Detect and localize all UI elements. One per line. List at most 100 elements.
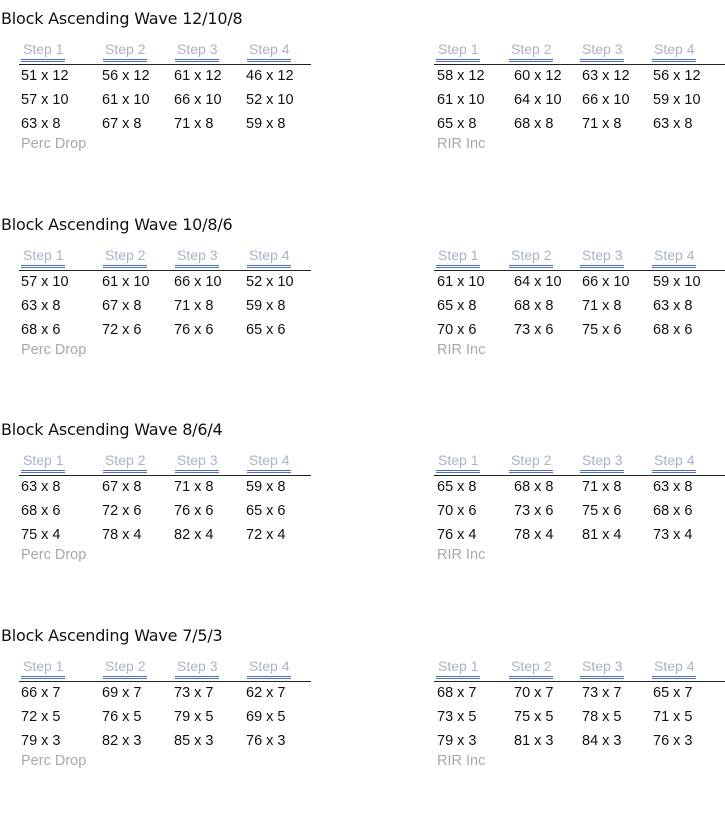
table-row: 76 x 4 78 x 4 81 x 4 73 x 4 (437, 524, 725, 548)
set-cell: 75 x 4 (21, 527, 61, 543)
table-row: 65 x 8 68 x 8 71 x 8 63 x 8 (437, 295, 725, 319)
table-row: 68 x 7 70 x 7 73 x 7 65 x 7 (437, 682, 725, 706)
rir-inc-label: RIR Inc (437, 547, 486, 563)
set-cell: 63 x 12 (582, 68, 630, 84)
step-header-link[interactable]: Step 4 (652, 40, 697, 62)
rir-inc-table: Step 1 Step 2 Step 3 Step 4 58 x 12 60 x 12 63… (434, 40, 725, 153)
step-header-link[interactable]: Step 2 (103, 657, 148, 679)
step-header-link[interactable]: Step 3 (580, 246, 625, 268)
perc-drop-table: Step 1 Step 2 Step 3 Step 4 63 x 8 67 x 8 71 x… (19, 451, 311, 564)
step-header-link[interactable]: Step 3 (580, 451, 625, 473)
wave-block: Block Ascending Wave 10/8/6 Step 1 Step 2… (0, 206, 725, 406)
set-cell: 71 x 8 (174, 116, 214, 132)
set-cell: 46 x 12 (246, 68, 294, 84)
perc-drop-label: Perc Drop (21, 342, 87, 358)
step-header-link[interactable]: Step 1 (436, 451, 481, 473)
set-cell: 70 x 6 (437, 322, 477, 338)
perc-drop-table: Step 1 Step 2 Step 3 Step 4 57 x 10 61 x 10 66… (19, 246, 311, 359)
set-cell: 71 x 8 (174, 479, 214, 495)
table-row: 79 x 3 82 x 3 85 x 3 76 x 3 (21, 730, 311, 754)
step-header-link[interactable]: Step 1 (21, 657, 66, 679)
step-header-link[interactable]: Step 4 (652, 451, 697, 473)
set-cell: 63 x 8 (21, 298, 61, 314)
perc-drop-table: Step 1 Step 2 Step 3 Step 4 51 x 12 56 x 12 61… (19, 40, 311, 153)
set-cell: 70 x 7 (514, 685, 554, 701)
set-cell: 62 x 7 (246, 685, 286, 701)
perc-drop-label: Perc Drop (21, 753, 87, 769)
set-cell: 82 x 3 (102, 733, 142, 749)
set-cell: 60 x 12 (514, 68, 562, 84)
step-header-link[interactable]: Step 4 (652, 657, 697, 679)
set-cell: 81 x 4 (582, 527, 622, 543)
set-cell: 59 x 8 (246, 479, 286, 495)
set-cell: 61 x 12 (174, 68, 222, 84)
set-cell: 65 x 6 (246, 322, 286, 338)
step-header-link[interactable]: Step 2 (509, 246, 554, 268)
step-header-link[interactable]: Step 3 (580, 40, 625, 62)
set-cell: 52 x 10 (246, 92, 294, 108)
set-cell: 66 x 10 (582, 274, 630, 290)
table-row: 65 x 8 68 x 8 71 x 8 63 x 8 (437, 476, 725, 500)
set-cell: 72 x 5 (21, 709, 61, 725)
set-cell: 73 x 5 (437, 709, 477, 725)
step-header-link[interactable]: Step 2 (103, 451, 148, 473)
step-header-link[interactable]: Step 3 (175, 246, 220, 268)
step-header-link[interactable]: Step 1 (436, 657, 481, 679)
step-header-link[interactable]: Step 1 (21, 246, 66, 268)
set-cell: 61 x 10 (102, 274, 150, 290)
step-header-link[interactable]: Step 1 (436, 40, 481, 62)
set-cell: 78 x 4 (102, 527, 142, 543)
set-cell: 61 x 10 (102, 92, 150, 108)
step-header-link[interactable]: Step 1 (21, 40, 66, 62)
step-header-link[interactable]: Step 4 (247, 40, 292, 62)
set-cell: 68 x 8 (514, 116, 554, 132)
set-cell: 68 x 7 (437, 685, 477, 701)
set-cell: 75 x 5 (514, 709, 554, 725)
set-cell: 67 x 8 (102, 298, 142, 314)
step-header-link[interactable]: Step 4 (247, 657, 292, 679)
set-cell: 52 x 10 (246, 274, 294, 290)
step-header-link[interactable]: Step 2 (103, 40, 148, 62)
set-cell: 57 x 10 (21, 92, 69, 108)
table-row: 63 x 8 67 x 8 71 x 8 59 x 8 (21, 476, 311, 500)
step-header-link[interactable]: Step 4 (652, 246, 697, 268)
set-cell: 71 x 5 (653, 709, 693, 725)
table-row: 57 x 10 61 x 10 66 x 10 52 x 10 (21, 271, 311, 295)
set-cell: 65 x 6 (246, 503, 286, 519)
step-header-link[interactable]: Step 2 (103, 246, 148, 268)
step-header-link[interactable]: Step 2 (509, 451, 554, 473)
block-title: Block Ascending Wave 12/10/8 (1, 9, 243, 28)
set-cell: 82 x 4 (174, 527, 214, 543)
set-cell: 70 x 6 (437, 503, 477, 519)
set-cell: 59 x 10 (653, 92, 701, 108)
set-cell: 72 x 6 (102, 503, 142, 519)
step-header-link[interactable]: Step 3 (175, 40, 220, 62)
table-row: 73 x 5 75 x 5 78 x 5 71 x 5 (437, 706, 725, 730)
step-header-link[interactable]: Step 3 (580, 657, 625, 679)
step-header-link[interactable]: Step 2 (509, 40, 554, 62)
set-cell: 64 x 10 (514, 92, 562, 108)
table-row: 57 x 10 61 x 10 66 x 10 52 x 10 (21, 89, 311, 113)
step-header-link[interactable]: Step 4 (247, 451, 292, 473)
set-cell: 56 x 12 (102, 68, 150, 84)
set-cell: 71 x 8 (582, 298, 622, 314)
set-cell: 67 x 8 (102, 479, 142, 495)
step-header-link[interactable]: Step 3 (175, 657, 220, 679)
block-title: Block Ascending Wave 7/5/3 (1, 626, 223, 645)
set-cell: 61 x 10 (437, 92, 485, 108)
table-row: 75 x 4 78 x 4 82 x 4 72 x 4 (21, 524, 311, 548)
step-header-link[interactable]: Step 1 (21, 451, 66, 473)
table-row: 61 x 10 64 x 10 66 x 10 59 x 10 (437, 89, 725, 113)
set-cell: 68 x 8 (514, 479, 554, 495)
set-cell: 57 x 10 (21, 274, 69, 290)
table-row: 66 x 7 69 x 7 73 x 7 62 x 7 (21, 682, 311, 706)
step-header-link[interactable]: Step 1 (436, 246, 481, 268)
step-header-link[interactable]: Step 3 (175, 451, 220, 473)
wave-block: Block Ascending Wave 12/10/8 Step 1 Step … (0, 0, 725, 200)
table-row: 61 x 10 64 x 10 66 x 10 59 x 10 (437, 271, 725, 295)
set-cell: 68 x 6 (21, 322, 61, 338)
step-header-link[interactable]: Step 4 (247, 246, 292, 268)
set-cell: 76 x 4 (437, 527, 477, 543)
step-header-link[interactable]: Step 2 (509, 657, 554, 679)
